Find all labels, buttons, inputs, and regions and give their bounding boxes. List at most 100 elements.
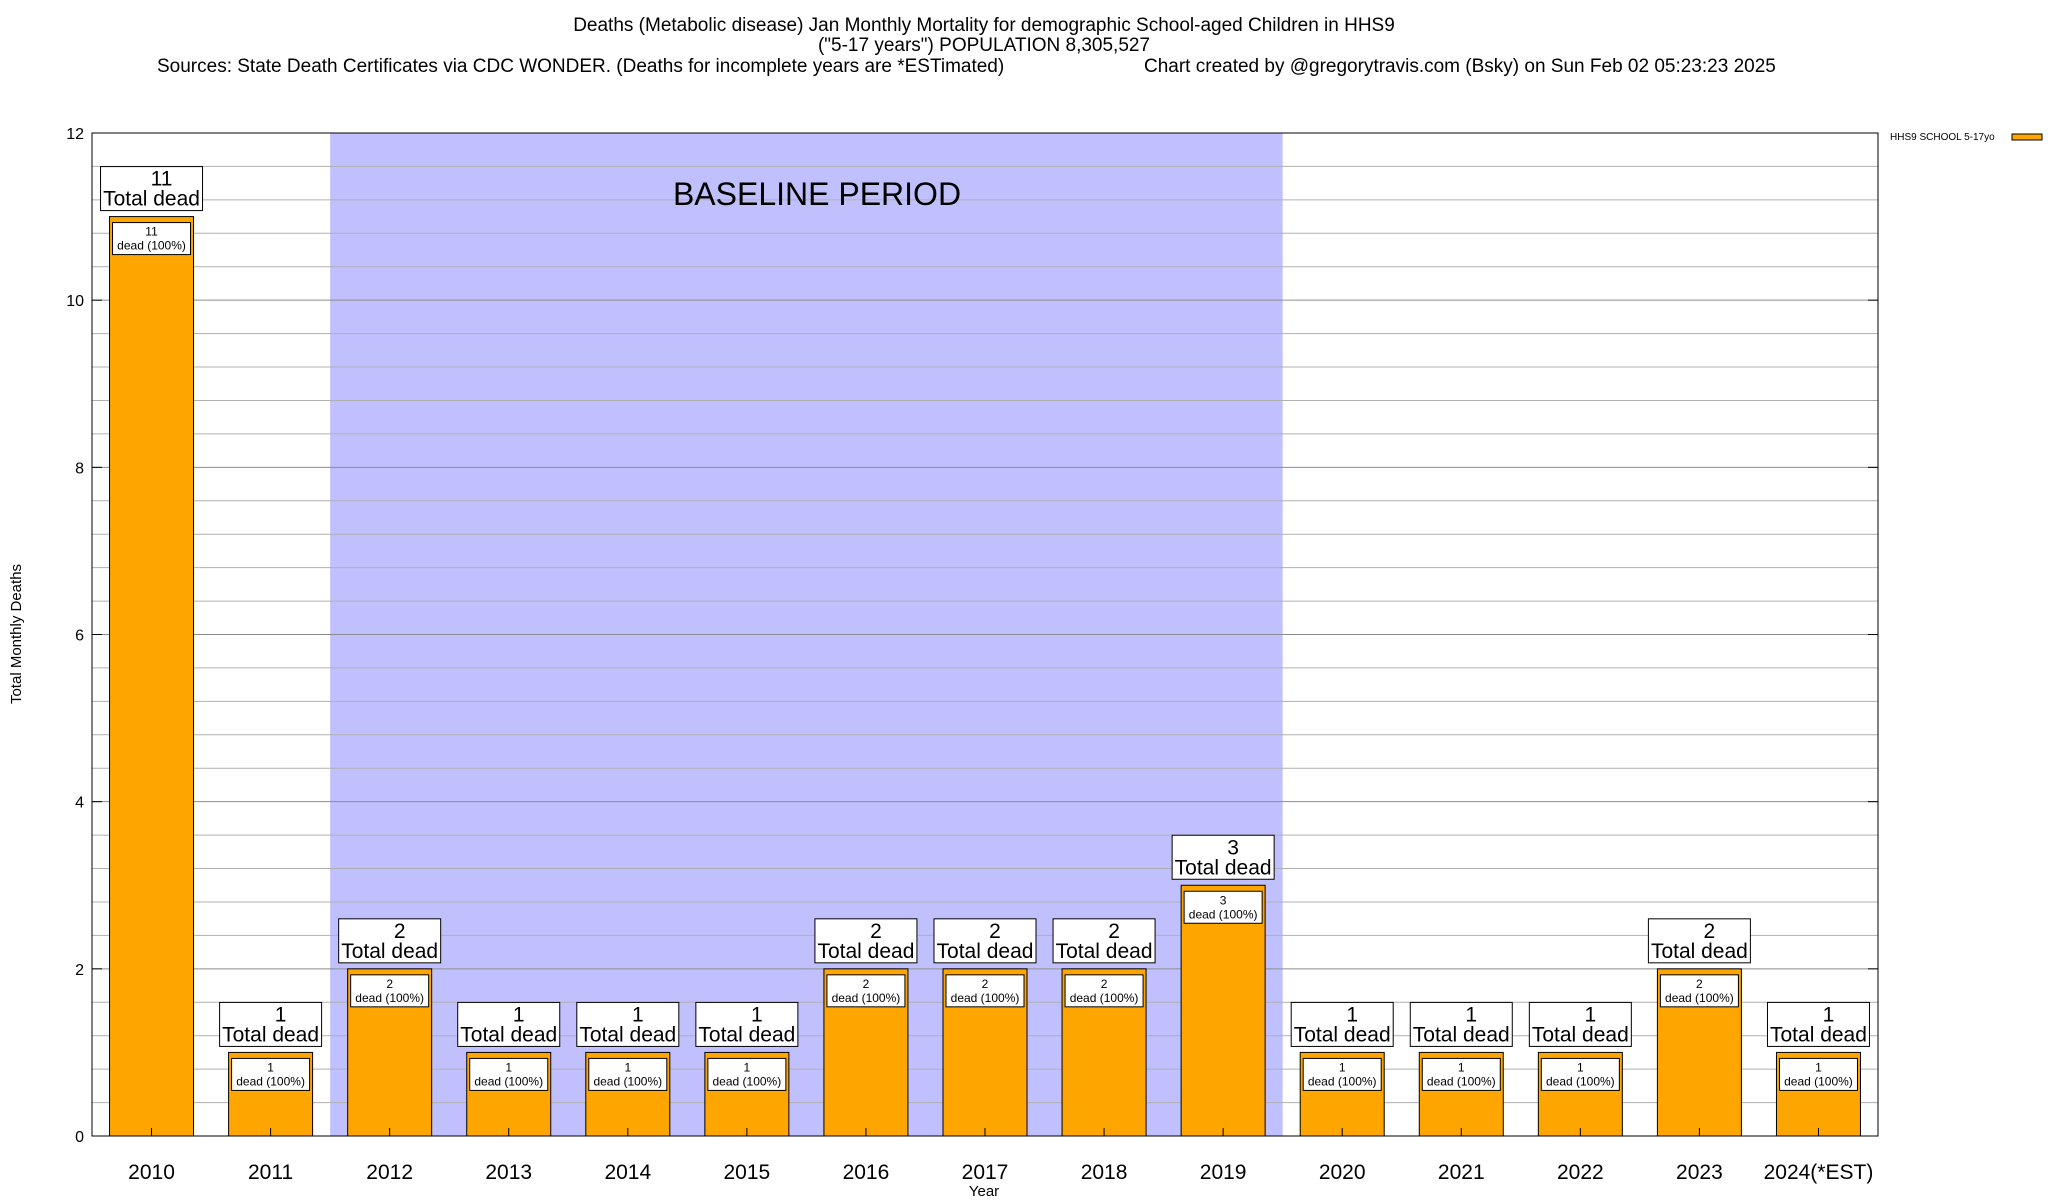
inner-label-count: 1 (624, 1060, 631, 1074)
inner-label-count: 1 (1577, 1060, 1584, 1074)
plot-frame (91, 132, 1879, 1137)
bar (109, 216, 195, 1137)
inner-label-box (707, 1057, 787, 1091)
total-label-text: Total dead (937, 940, 1034, 963)
total-label-box (1766, 1001, 1870, 1047)
x-tick-label: 2016 (843, 1161, 890, 1184)
title-line-1: Deaths (Metabolic disease) Jan Monthly M… (573, 15, 1395, 36)
total-label-count: 1 (513, 1003, 525, 1026)
inner-label-count: 1 (744, 1060, 751, 1074)
total-label-text: Total dead (579, 1023, 676, 1046)
total-label-text: Total dead (1770, 1023, 1867, 1046)
total-label-text: Total dead (1532, 1023, 1629, 1046)
inner-label-box (231, 1057, 311, 1091)
inner-label-box (1183, 890, 1263, 924)
y-axis-label: Total Monthly Deaths (8, 564, 25, 704)
total-label-box (933, 918, 1037, 964)
total-label-box (576, 1001, 680, 1047)
total-label-count: 1 (1584, 1003, 1596, 1026)
inner-label-count: 2 (863, 977, 870, 991)
bar (1180, 884, 1266, 1137)
total-label-text: Total dead (1056, 940, 1153, 963)
baseline-period-label: BASELINE PERIOD (673, 176, 961, 212)
inner-label-count: 2 (1101, 977, 1108, 991)
inner-label-count: 1 (1815, 1060, 1822, 1074)
inner-label-box (1778, 1057, 1858, 1091)
inner-label-count: 2 (386, 977, 393, 991)
total-label-count: 1 (1346, 1003, 1358, 1026)
total-label-count: 3 (1227, 836, 1239, 859)
x-tick-label: 2019 (1200, 1161, 1247, 1184)
x-tick-label: 2012 (366, 1161, 413, 1184)
total-label-box (219, 1001, 323, 1047)
title-line-3-credit: Chart created by @gregorytravis.com (Bsk… (1144, 56, 1776, 77)
total-label-count: 1 (1823, 1003, 1835, 1026)
inner-label-count: 1 (1458, 1060, 1465, 1074)
x-tick-label: 2015 (724, 1161, 771, 1184)
title-line-2: ("5-17 years") POPULATION 8,305,527 (818, 35, 1150, 56)
inner-label-box (1540, 1057, 1620, 1091)
inner-label-box (945, 974, 1025, 1008)
x-tick-label: 2010 (128, 1161, 175, 1184)
x-tick-label: 2023 (1676, 1161, 1723, 1184)
total-label-box (695, 1001, 799, 1047)
inner-label-count: 1 (267, 1060, 274, 1074)
total-label-count: 1 (751, 1003, 763, 1026)
total-label-box (1647, 918, 1751, 964)
x-tick-label: 2011 (248, 1161, 293, 1184)
inner-label-box (1421, 1057, 1501, 1091)
inner-label-text: dead (100%) (1427, 1074, 1496, 1088)
total-label-count: 1 (275, 1003, 287, 1026)
inner-label-text: dead (100%) (1070, 991, 1139, 1005)
total-label-count: 2 (394, 920, 406, 943)
y-tick-label: 10 (66, 293, 84, 310)
inner-label-text: dead (100%) (593, 1074, 662, 1088)
inner-label-text: dead (100%) (1665, 991, 1734, 1005)
inner-label-box (1659, 974, 1739, 1008)
total-label-text: Total dead (103, 188, 200, 211)
total-label-text: Total dead (817, 940, 914, 963)
total-label-box (814, 918, 918, 964)
inner-label-text: dead (100%) (474, 1074, 543, 1088)
x-tick-label: 2021 (1438, 1161, 1485, 1184)
total-label-text: Total dead (1294, 1023, 1391, 1046)
y-tick-label: 6 (75, 628, 84, 645)
y-tick-label: 8 (75, 460, 84, 477)
total-label-box (338, 918, 442, 964)
total-label-count: 2 (870, 920, 882, 943)
total-label-box (1290, 1001, 1394, 1047)
total-label-box (100, 166, 204, 212)
total-label-count: 1 (632, 1003, 644, 1026)
total-label-count: 2 (1704, 920, 1716, 943)
inner-label-text: dead (100%) (355, 991, 424, 1005)
total-label-text: Total dead (698, 1023, 795, 1046)
inner-label-text: dead (100%) (1784, 1074, 1853, 1088)
total-label-text: Total dead (1175, 856, 1272, 879)
legend-swatch (2011, 133, 2043, 141)
inner-label-count: 1 (505, 1060, 512, 1074)
y-tick-label: 0 (75, 1129, 84, 1146)
inner-label-box (1064, 974, 1144, 1008)
x-tick-label: 2024(*EST) (1764, 1161, 1874, 1184)
y-tick-label: 4 (75, 795, 84, 812)
x-tick-label: 2017 (962, 1161, 1009, 1184)
total-label-text: Total dead (341, 940, 438, 963)
inner-label-count: 2 (1696, 977, 1703, 991)
inner-label-box (112, 222, 192, 256)
x-tick-label: 2020 (1319, 1161, 1366, 1184)
total-label-text: Total dead (1651, 940, 1748, 963)
total-label-text: Total dead (460, 1023, 557, 1046)
y-tick-label: 12 (66, 126, 84, 143)
inner-label-box (826, 974, 906, 1008)
inner-label-count: 3 (1220, 893, 1227, 907)
total-label-count: 11 (151, 168, 173, 191)
title-line-3-sources: Sources: State Death Certificates via CD… (157, 56, 1004, 77)
total-label-count: 2 (989, 920, 1001, 943)
inner-label-text: dead (100%) (117, 239, 186, 253)
inner-label-text: dead (100%) (236, 1074, 305, 1088)
inner-label-box (469, 1057, 549, 1091)
inner-label-box (350, 974, 430, 1008)
x-tick-label: 2014 (604, 1161, 651, 1184)
